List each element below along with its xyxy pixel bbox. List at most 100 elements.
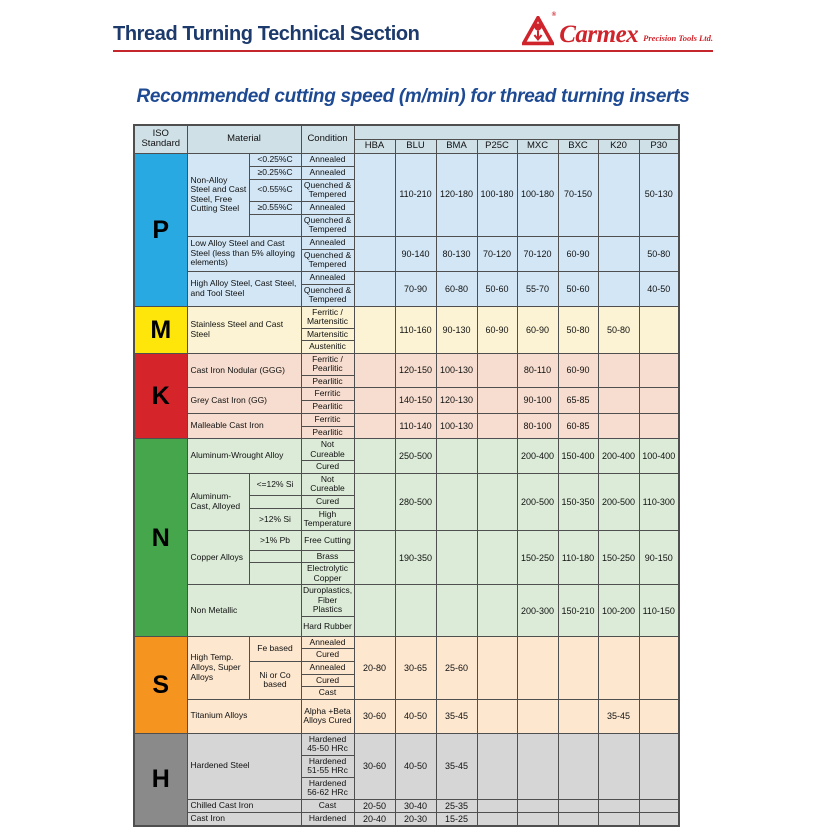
iso-group-label: S bbox=[133, 635, 188, 734]
speed-value-cell: 100-400 bbox=[638, 438, 680, 474]
iso-group-label: H bbox=[133, 732, 188, 827]
speed-value-cell bbox=[353, 584, 396, 637]
page-title: Thread Turning Technical Section bbox=[113, 23, 420, 45]
speed-value-cell bbox=[353, 152, 396, 237]
material-cell: Non Metallic bbox=[186, 584, 302, 637]
iso-group-label: P bbox=[133, 152, 188, 307]
speed-value-cell: 250-500 bbox=[394, 438, 437, 474]
speed-value-cell: 100-130 bbox=[435, 412, 478, 440]
speed-value-cell: 200-500 bbox=[516, 472, 559, 531]
speed-value-cell: 150-350 bbox=[557, 472, 599, 531]
speed-value-cell: 30-60 bbox=[353, 732, 396, 800]
condition-cell: Duroplastics, Fiber Plastics bbox=[300, 584, 355, 617]
condition-cell: Alpha +Beta Alloys Cured bbox=[300, 698, 355, 734]
material-cell: High Alloy Steel, Cast Steel, and Tool S… bbox=[186, 270, 302, 307]
speed-value-cell: 110-160 bbox=[394, 305, 437, 354]
condition-cell: Annealed bbox=[300, 200, 355, 215]
speed-value-cell: 25-60 bbox=[435, 635, 478, 700]
speed-value-cell: 140-150 bbox=[394, 387, 437, 414]
speed-value-cell: 150-250 bbox=[516, 529, 559, 586]
speed-value-cell: 280-500 bbox=[394, 472, 437, 531]
table-row: Hardened 51-55 HRc bbox=[134, 754, 679, 778]
material-cell: Malleable Cast Iron bbox=[186, 412, 302, 440]
speed-value-cell: 20-40 bbox=[353, 811, 396, 827]
table-row: Hardened 56-62 HRc bbox=[134, 776, 679, 800]
column-header: Condition bbox=[300, 124, 355, 154]
material-cell: Cast Iron Nodular (GGG) bbox=[186, 352, 302, 389]
material-cell: Cast Iron bbox=[186, 811, 302, 827]
speed-value-cell bbox=[476, 798, 518, 813]
condition-cell: Hardened 51-55 HRc bbox=[300, 754, 355, 778]
condition-cell: Quenched & Tempered bbox=[300, 213, 355, 237]
registered-mark: ® bbox=[551, 12, 557, 18]
speed-value-cell bbox=[476, 438, 518, 474]
column-header: P30 bbox=[638, 138, 680, 154]
speed-table-body: ISO Standard Material Condition HBA BLU BMA P2… bbox=[133, 124, 680, 827]
condition-cell: Austenitic bbox=[300, 340, 355, 354]
speed-value-cell bbox=[476, 635, 518, 700]
condition-cell: High Temperature bbox=[300, 507, 355, 531]
speed-value-cell: 20-50 bbox=[353, 798, 396, 813]
speed-value-cell bbox=[476, 472, 518, 531]
speed-value-cell bbox=[597, 798, 640, 813]
speed-value-cell bbox=[638, 798, 680, 813]
speed-value-cell bbox=[435, 438, 478, 474]
table-row: Quenched & Tempered bbox=[134, 248, 679, 272]
speed-value-cell: 60-90 bbox=[516, 305, 559, 354]
speed-value-cell: 30-60 bbox=[353, 698, 396, 734]
condition-cell: Pearlitic bbox=[300, 400, 355, 414]
iso-group-label: M bbox=[133, 305, 188, 354]
condition-cell: Brass bbox=[300, 549, 355, 564]
table-row: Pearlitic bbox=[134, 374, 679, 389]
speed-value-cell bbox=[638, 811, 680, 827]
condition-cell: Annealed bbox=[300, 235, 355, 250]
table-row: Malleable Cast Iron Ferritic 110-140 100-13… bbox=[134, 412, 680, 440]
table-row: Hard Rubber bbox=[134, 615, 679, 637]
speed-value-cell: 40-50 bbox=[638, 270, 680, 307]
speed-value-cell bbox=[353, 305, 396, 354]
speed-value-cell bbox=[638, 698, 680, 734]
condition-cell: Cast bbox=[300, 798, 355, 813]
condition-cell: Annealed bbox=[300, 661, 355, 675]
condition-cell: Ferritic / Martensitic bbox=[300, 305, 355, 329]
speed-value-cell: 110-210 bbox=[394, 152, 437, 237]
speed-value-cell: 60-90 bbox=[557, 352, 599, 389]
condition-cell: Cured bbox=[300, 460, 355, 474]
column-header: P25C bbox=[476, 138, 518, 154]
submaterial-cell: Fe based bbox=[248, 635, 302, 663]
speed-value-cell: 100-180 bbox=[516, 152, 559, 237]
submaterial-cell bbox=[248, 494, 302, 509]
speed-value-cell bbox=[353, 235, 396, 272]
speed-value-cell bbox=[435, 584, 478, 637]
speed-value-cell bbox=[638, 732, 680, 800]
table-row: Aluminum-Cast, Alloyed <=12% Si Not Cureab… bbox=[134, 472, 680, 531]
condition-cell: Annealed bbox=[300, 165, 355, 180]
condition-cell: Ferritic bbox=[300, 387, 355, 402]
speed-value-cell: 110-300 bbox=[638, 472, 680, 531]
speed-value-cell: 110-140 bbox=[394, 412, 437, 440]
column-header: K20 bbox=[597, 138, 640, 154]
condition-cell: Cast bbox=[300, 686, 355, 700]
speed-value-cell: 80-100 bbox=[516, 412, 559, 440]
submaterial-cell: <=12% Si bbox=[248, 472, 302, 496]
submaterial-cell: >12% Si bbox=[248, 507, 302, 531]
table-row: Copper Alloys >1% Pb Free Cutting 190-350 15… bbox=[134, 529, 680, 586]
material-cell: Hardened Steel bbox=[186, 732, 302, 800]
material-cell: Stainless Steel and Cast Steel bbox=[186, 305, 302, 354]
speed-value-cell bbox=[638, 305, 680, 354]
submaterial-cell bbox=[248, 549, 302, 564]
speed-value-cell bbox=[597, 152, 640, 237]
material-cell: Copper Alloys bbox=[186, 529, 250, 586]
speed-value-cell: 70-90 bbox=[394, 270, 437, 307]
speed-value-cell: 40-50 bbox=[394, 732, 437, 800]
header-row: Thread Turning Technical Section ® Carme… bbox=[113, 12, 713, 48]
column-header: BMA bbox=[435, 138, 478, 154]
speed-value-cell: 70-150 bbox=[557, 152, 599, 237]
speed-value-cell bbox=[394, 584, 437, 637]
speed-value-cell: 65-85 bbox=[557, 387, 599, 414]
brand-name: Carmex bbox=[559, 20, 639, 48]
speed-value-cell: 80-130 bbox=[435, 235, 478, 272]
speed-value-cell bbox=[638, 412, 680, 440]
condition-cell: Quenched & Tempered bbox=[300, 283, 355, 307]
column-header: BXC bbox=[557, 138, 599, 154]
